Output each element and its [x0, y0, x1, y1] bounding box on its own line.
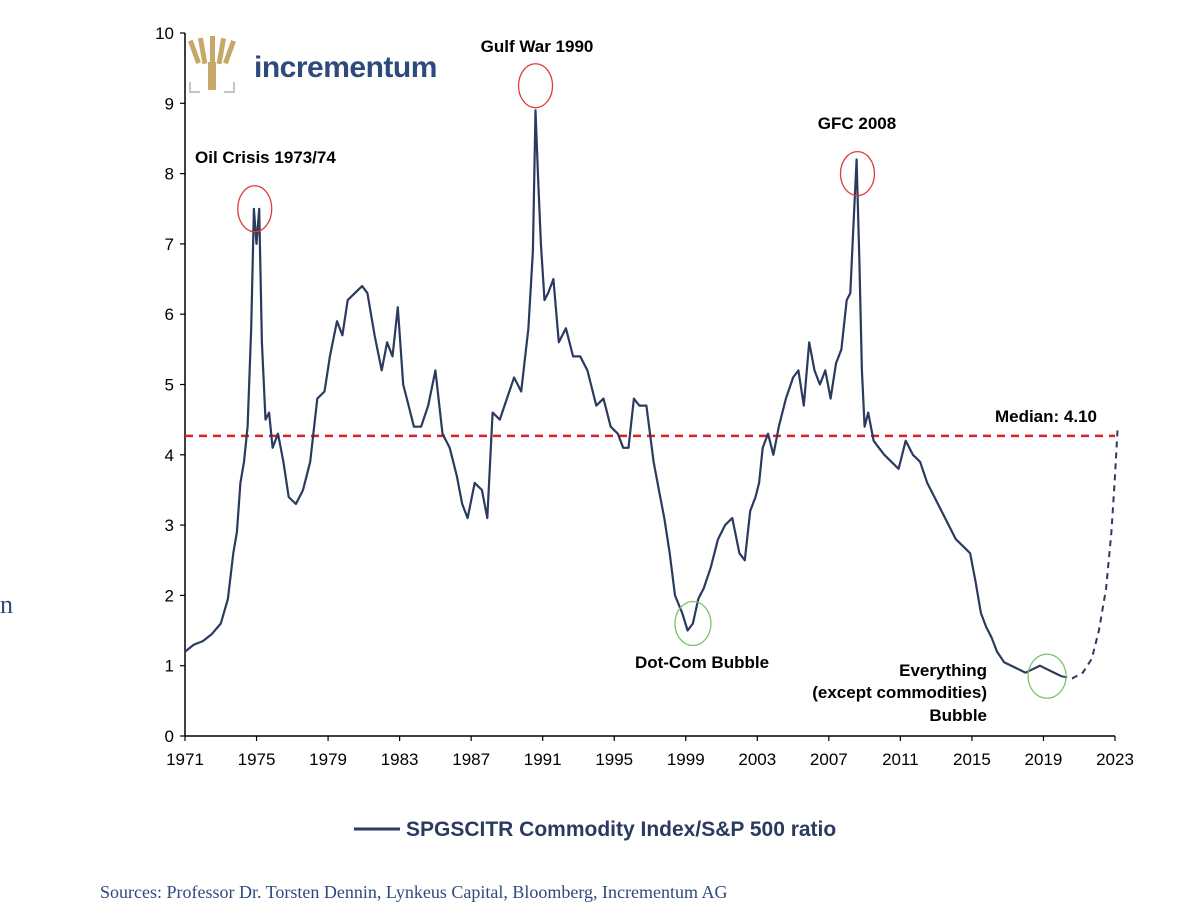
- y-tick-label: 2: [165, 586, 174, 605]
- x-tick-label: 2019: [1025, 750, 1063, 769]
- x-tick-label: 1995: [595, 750, 633, 769]
- x-tick-label: 1975: [238, 750, 276, 769]
- median-label: Median: 4.10: [995, 407, 1097, 426]
- y-tick-label: 6: [165, 305, 174, 324]
- x-tick-label: 2023: [1096, 750, 1134, 769]
- y-tick-label: 0: [165, 727, 174, 746]
- cropped-side-text: n: [0, 590, 13, 619]
- x-tick-label: 1991: [524, 750, 562, 769]
- x-tick-label: 1979: [309, 750, 347, 769]
- annotation-gfc: GFC 2008: [818, 114, 896, 133]
- legend: SPGSCITR Commodity Index/S&P 500 ratio: [354, 818, 836, 841]
- source-note: Sources: Professor Dr. Torsten Dennin, L…: [100, 882, 728, 902]
- y-tick-label: 5: [165, 376, 174, 395]
- y-tick-label: 7: [165, 235, 174, 254]
- legend-label: SPGSCITR Commodity Index/S&P 500 ratio: [406, 818, 836, 841]
- y-tick-group: 0 1 2 3 4 5 6 7 8 9 10: [155, 24, 185, 746]
- x-tick-label: 2003: [738, 750, 776, 769]
- y-tick-label: 8: [165, 165, 174, 184]
- y-tick-label: 9: [165, 94, 174, 113]
- annotation-dot-com: Dot-Com Bubble: [635, 653, 769, 672]
- projection-line: [1061, 426, 1119, 680]
- annotation-everything-line2: (except commodities): [812, 683, 987, 702]
- x-tick-label: 1971: [166, 750, 204, 769]
- series-line: [184, 109, 1062, 678]
- x-tick-label: 1983: [381, 750, 419, 769]
- incrementum-logo: incrementum: [188, 36, 437, 93]
- y-tick-label: 4: [165, 446, 174, 465]
- everything-bubble-highlight-circle: [1027, 653, 1067, 699]
- x-tick-label: 1999: [667, 750, 705, 769]
- oil-crisis-highlight-circle: [237, 185, 273, 233]
- annotation-everything-line1: Everything: [899, 661, 987, 680]
- tree-icon: [188, 36, 236, 90]
- x-tick-label: 2015: [953, 750, 991, 769]
- logo-frame-icon: [189, 82, 235, 93]
- x-tick-group: 1971 1975 1979 1983 1987 1991 1995 1999 2003 2007…: [166, 736, 1134, 769]
- dot-com-highlight-circle: [674, 600, 712, 647]
- annotation-gulf-war: Gulf War 1990: [481, 37, 594, 56]
- y-tick-label: 1: [165, 657, 174, 676]
- y-tick-label: 3: [165, 516, 174, 535]
- gfc-highlight-circle: [839, 150, 876, 197]
- gulf-war-highlight-circle: [517, 63, 554, 109]
- x-tick-label: 1987: [452, 750, 490, 769]
- y-tick-label: 10: [155, 24, 174, 43]
- x-tick-label: 2007: [810, 750, 848, 769]
- annotation-oil-crisis: Oil Crisis 1973/74: [195, 148, 336, 167]
- x-tick-label: 2011: [882, 750, 919, 769]
- brand-name: incrementum: [254, 51, 437, 84]
- annotation-everything-line3: Bubble: [929, 706, 987, 725]
